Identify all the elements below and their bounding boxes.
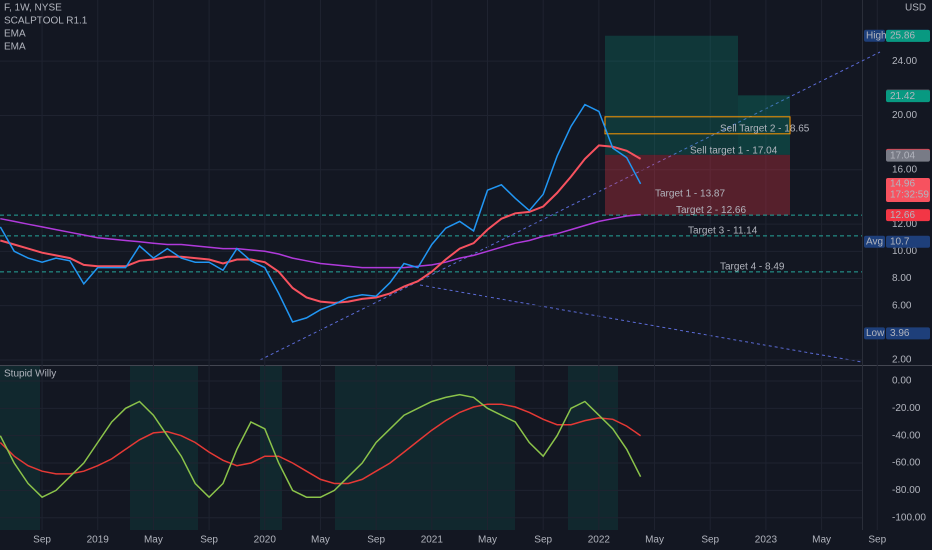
price-tag-value: 10.7 [890, 236, 910, 247]
target-label: Target 3 - 11.14 [688, 225, 758, 236]
entry-zone [604, 116, 791, 135]
x-tick-label: Sep [33, 535, 51, 546]
price-tag [886, 177, 930, 202]
countdown: 17:32:59 [890, 190, 929, 201]
y-tick-label: 20.00 [892, 110, 917, 121]
legend-entry: EMA [4, 42, 26, 53]
x-tick-label: May [645, 535, 664, 546]
series-line [0, 403, 642, 485]
x-tick-label: 2019 [87, 535, 110, 546]
background-layer [0, 366, 618, 530]
series-line [0, 393, 642, 499]
price-tag-value: 12.66 [890, 210, 915, 221]
x-tick-label: Sep [200, 535, 218, 546]
y-tick-label: -20.00 [892, 403, 921, 414]
x-tick-label: Sep [701, 535, 719, 546]
x-tick-label: May [144, 535, 163, 546]
x-tick-label: 2023 [755, 535, 778, 546]
profit-zone [605, 35, 738, 155]
price-tag-name: High [866, 30, 887, 41]
target-label: Sell target 1 - 17.04 [690, 145, 778, 156]
price-tag-value: 25.86 [890, 31, 915, 42]
price-tag-name: Avg [866, 236, 883, 247]
zone [130, 366, 198, 530]
x-tick-label: Sep [534, 535, 552, 546]
x-tick-label: May [478, 535, 497, 546]
y-tick-label: -80.00 [892, 485, 921, 496]
target-label: Target 2 - 12.66 [676, 205, 746, 216]
symbol: F, 1W, NYSE [4, 3, 62, 14]
y-tick-label: 2.00 [892, 355, 912, 366]
price-tag-value: 3.96 [890, 328, 910, 339]
y-tick-label: 0.00 [892, 376, 912, 387]
price-tag [886, 235, 930, 248]
target-label: Target 4 - 8.49 [720, 261, 785, 272]
price-tag [886, 209, 930, 222]
y-tick-label: -40.00 [892, 430, 921, 441]
trendline [259, 51, 881, 361]
x-tick-label: 2020 [254, 535, 277, 546]
trendline [419, 284, 863, 363]
zone [568, 366, 618, 530]
y-tick-label: 10.00 [892, 246, 917, 257]
y-tick-label: 12.00 [892, 219, 917, 230]
x-tick-label: Sep [868, 535, 886, 546]
series-line [0, 144, 642, 304]
price-tag-value: 21.42 [890, 91, 915, 102]
x-tick-label: 2022 [588, 535, 611, 546]
target-label: Sell Target 2 - 18.65 [720, 123, 810, 134]
price-tag-name-box [864, 29, 885, 42]
loss-zone [605, 154, 790, 216]
pane-title: Stupid Willy [4, 369, 56, 380]
price-tag [886, 149, 930, 162]
price-tag-value: 14.96 [890, 179, 915, 190]
series-line [0, 213, 641, 269]
x-tick-label: May [311, 535, 330, 546]
indicator: SCALPTOOL R1.1 [4, 16, 88, 27]
x-tick-label: Sep [367, 535, 385, 546]
price-tag [886, 29, 930, 42]
y-tick-label: 16.00 [892, 164, 917, 175]
price-tag [886, 327, 930, 340]
price-tag-value: 17.04 [890, 150, 915, 161]
price-tag-name-box [864, 327, 885, 340]
currency: USD [905, 3, 926, 14]
y-tick-label: -100.00 [892, 512, 926, 523]
target-label: Target 1 - 13.87 [655, 188, 725, 199]
price-tag [886, 90, 930, 103]
series-line [0, 103, 642, 323]
profit-zone [738, 95, 790, 155]
price-tag-name-box [864, 235, 885, 248]
price-tag-name: Low [866, 328, 885, 339]
y-tick-label: 8.00 [892, 273, 912, 284]
y-tick-label: 24.00 [892, 56, 917, 67]
x-tick-label: May [812, 535, 831, 546]
zone [260, 366, 282, 530]
legend-entry: EMA [4, 29, 26, 40]
y-tick-label: -60.00 [892, 458, 921, 469]
y-tick-label: 6.00 [892, 300, 912, 311]
x-tick-label: 2021 [421, 535, 444, 546]
zone [335, 366, 515, 530]
